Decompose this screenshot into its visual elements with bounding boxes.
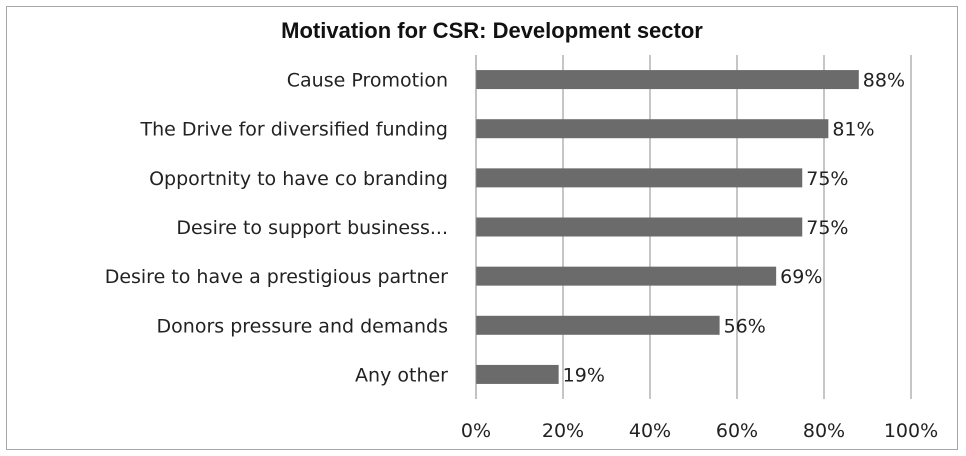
data-label-2: 81%	[832, 119, 874, 141]
data-label-3: 75%	[806, 168, 848, 190]
chart-title: Motivation for CSR: Development sector	[281, 18, 703, 43]
category-label-3: Opportnity to have co branding	[149, 168, 448, 190]
data-label-7: 19%	[563, 364, 605, 386]
category-label-2: The Drive for diversified funding	[140, 119, 448, 141]
x-tick-labels: 0% 20% 40% 60% 80% 100%	[461, 420, 938, 442]
category-label-5: Desire to have a prestigious partner	[105, 266, 448, 288]
data-label-5: 69%	[780, 266, 822, 288]
bar-6	[476, 315, 720, 335]
category-label-6: Donors pressure and demands	[157, 315, 448, 337]
category-label-4: Desire to support business...	[176, 217, 448, 239]
category-label-7: Any other	[355, 364, 448, 386]
x-tick-label-60: 60%	[716, 420, 758, 442]
x-tick-label-0: 0%	[461, 420, 491, 442]
data-label-4: 75%	[806, 217, 848, 239]
category-labels: Cause Promotion The Drive for diversified…	[105, 70, 448, 387]
x-tick-label-80: 80%	[803, 420, 845, 442]
x-tick-label-40: 40%	[629, 420, 671, 442]
bar-1	[476, 70, 859, 90]
bar-2	[476, 119, 829, 139]
x-tick-label-20: 20%	[542, 420, 584, 442]
data-labels: 88% 81% 75% 75% 69% 56% 19%	[563, 70, 905, 387]
bar-7	[476, 364, 559, 384]
x-tick-label-100: 100%	[884, 420, 938, 442]
data-label-1: 88%	[863, 70, 905, 92]
bar-3	[476, 168, 803, 188]
bars	[476, 70, 859, 384]
bar-4	[476, 217, 803, 237]
category-label-1: Cause Promotion	[287, 70, 448, 92]
bar-5	[476, 266, 777, 286]
data-label-6: 56%	[724, 315, 766, 337]
